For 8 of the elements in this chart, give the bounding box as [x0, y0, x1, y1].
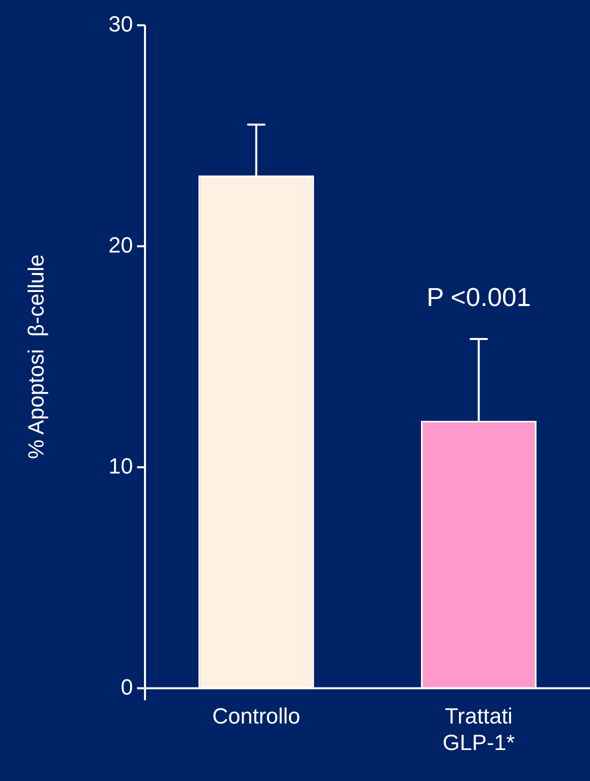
y-axis-title: % Apoptosi β-cellule: [23, 254, 48, 460]
y-tick-label: 20: [108, 232, 133, 258]
x-tick-label: Controllo: [212, 703, 300, 728]
annotation: P <0.001: [426, 282, 531, 312]
x-tick-label: Trattati GLP-1*: [442, 703, 516, 755]
y-tick-label: 10: [108, 453, 133, 478]
y-tick-label: 30: [108, 11, 133, 36]
y-tick-label: 0: [120, 674, 133, 700]
